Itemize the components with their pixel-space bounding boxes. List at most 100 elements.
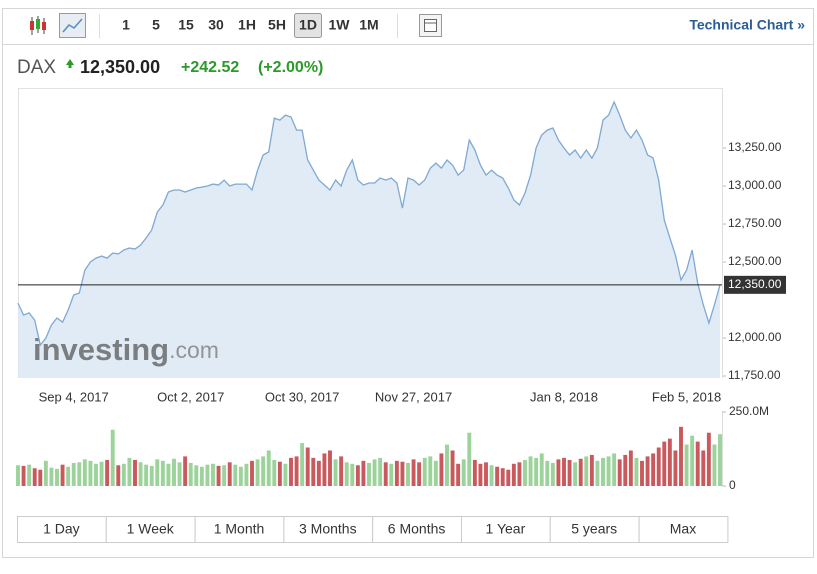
- volume-bar: [361, 460, 366, 486]
- volume-bar: [478, 463, 483, 486]
- volume-bar: [344, 462, 349, 486]
- volume-bar: [417, 462, 422, 486]
- volume-bar: [701, 450, 706, 486]
- volume-bar: [316, 460, 321, 486]
- x-tick-label: Jan 8, 2018: [530, 389, 598, 404]
- volume-bar: [679, 426, 683, 486]
- volume-bar: [645, 456, 650, 486]
- volume-bar: [684, 444, 689, 486]
- volume-bar: [88, 460, 93, 486]
- settings-icon[interactable]: [419, 14, 442, 37]
- price-line: [17, 100, 721, 347]
- volume-bar: [667, 438, 672, 486]
- volume-bar: [511, 463, 516, 486]
- volume-bar: [250, 460, 254, 486]
- y2-tick-label: 250.0M: [729, 404, 769, 418]
- interval-button[interactable]: 30: [208, 17, 224, 33]
- volume-bar: [110, 429, 115, 486]
- volume-bar: [500, 468, 505, 486]
- candle-icon[interactable]: [30, 16, 46, 35]
- volume-bar: [472, 459, 477, 486]
- volume-bar: [322, 453, 327, 486]
- volume-bar: [105, 459, 110, 486]
- volume-bar: [595, 460, 600, 486]
- volume-bar: [690, 435, 695, 486]
- volume-bar: [71, 462, 76, 486]
- volume-bar: [411, 459, 416, 486]
- volume-bar: [428, 456, 433, 486]
- volume-bar: [194, 465, 199, 486]
- volume-bar: [606, 456, 611, 486]
- volume-bar: [640, 460, 644, 486]
- y-tick-label: 12,500.00: [728, 254, 782, 268]
- volume-bar: [266, 450, 271, 486]
- line-icon[interactable]: [59, 13, 86, 38]
- price-area: [18, 102, 720, 378]
- range-button[interactable]: [283, 516, 374, 543]
- range-button[interactable]: [461, 516, 551, 543]
- range-button[interactable]: [372, 516, 463, 543]
- y-tick-label: 13,000.00: [728, 178, 782, 192]
- interval-button[interactable]: 1: [122, 17, 130, 33]
- volume-bar: [99, 461, 104, 486]
- volume-bar: [523, 459, 527, 486]
- volume-bar: [445, 444, 449, 486]
- volume-bar: [456, 463, 461, 486]
- volume-bar: [439, 453, 444, 486]
- volume-bar: [32, 468, 37, 486]
- volume-bar: [138, 462, 143, 486]
- interval-button[interactable]: 1M: [359, 17, 378, 33]
- volume-bar: [623, 454, 628, 486]
- volume-bar: [617, 459, 622, 486]
- volume-bar: [495, 466, 500, 486]
- volume-bar: [355, 465, 360, 486]
- volume-bar: [718, 434, 722, 486]
- range-button-label: 1 Week: [127, 521, 175, 537]
- y-tick-label: 12,750.00: [728, 216, 782, 230]
- volume-bar: [43, 460, 48, 486]
- interval-button[interactable]: 1W: [329, 17, 351, 33]
- volume-bar: [584, 456, 589, 486]
- range-button-label: 3 Months: [299, 521, 357, 537]
- volume-bar: [16, 465, 20, 486]
- volume-bar: [49, 467, 54, 486]
- volume-bar: [127, 457, 132, 486]
- volume-bar: [328, 450, 332, 486]
- interval-button[interactable]: 1H: [238, 17, 256, 33]
- interval-button[interactable]: 15: [178, 17, 194, 33]
- y-tick-label: 12,000.00: [728, 330, 782, 344]
- volume-bar: [383, 462, 388, 486]
- volume-bar: [116, 465, 121, 486]
- range-button[interactable]: [638, 516, 729, 543]
- volume-bar: [433, 460, 438, 486]
- volume-bar: [283, 463, 288, 486]
- up-arrow: [66, 59, 74, 68]
- last-price: 12,350.00: [80, 57, 160, 77]
- volume-bar: [489, 465, 494, 486]
- volume-bar: [188, 462, 193, 486]
- range-button[interactable]: [105, 516, 196, 543]
- volume-bar: [38, 469, 43, 486]
- volume-bar: [82, 459, 87, 486]
- volume-bar: [216, 465, 221, 486]
- volume-bar: [211, 463, 215, 486]
- volume-bar: [66, 466, 71, 486]
- interval-button[interactable]: 1D: [299, 17, 317, 33]
- x-tick-label: Nov 27, 2017: [375, 389, 452, 404]
- interval-button[interactable]: 5H: [268, 17, 286, 33]
- volume-bar: [372, 459, 377, 486]
- volume-bar: [77, 462, 82, 486]
- range-button-label: 6 Months: [388, 521, 446, 537]
- volume-bar: [556, 459, 561, 486]
- volume-bar: [539, 453, 544, 486]
- volume-bar: [133, 459, 137, 486]
- range-button[interactable]: [17, 516, 107, 543]
- volume-bar: [484, 462, 488, 486]
- percent-change: (+2.00%): [258, 59, 323, 76]
- technical-chart-link[interactable]: Technical Chart »: [689, 17, 805, 33]
- interval-button[interactable]: 5: [152, 17, 160, 33]
- range-button-label: 5 years: [571, 521, 617, 537]
- volume-bar: [550, 462, 555, 486]
- volume-bar: [695, 441, 700, 486]
